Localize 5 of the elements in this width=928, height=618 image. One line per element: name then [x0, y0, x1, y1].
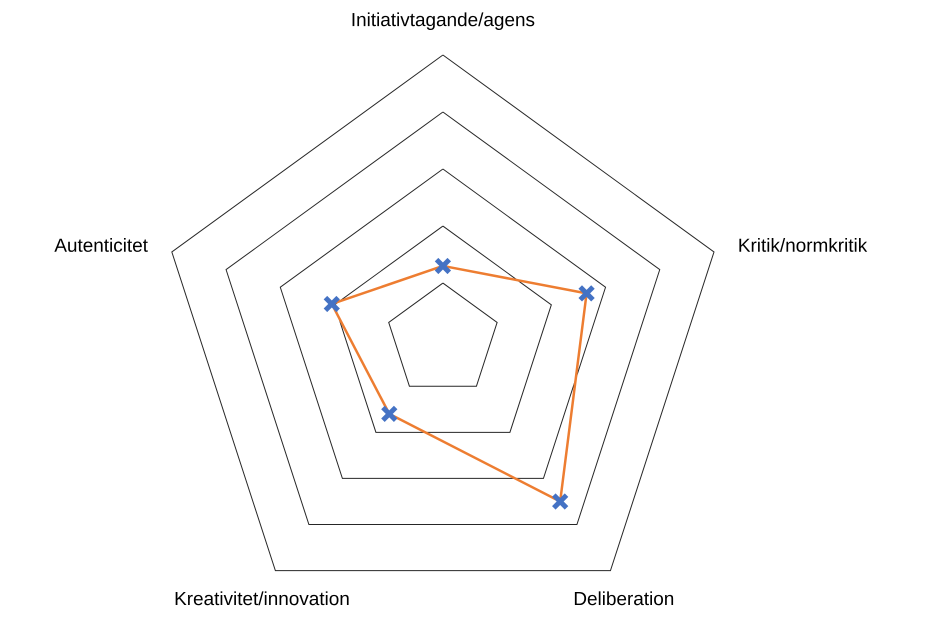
spoke-label: Kritik/normkritik: [739, 238, 868, 252]
spoke-label: Autenticitet: [54, 238, 148, 252]
spoke-label: Initiativtagande/agens: [352, 12, 534, 30]
spoke-label: Kreativitet/innovation: [176, 591, 349, 606]
spoke-label: Deliberation: [574, 591, 674, 606]
